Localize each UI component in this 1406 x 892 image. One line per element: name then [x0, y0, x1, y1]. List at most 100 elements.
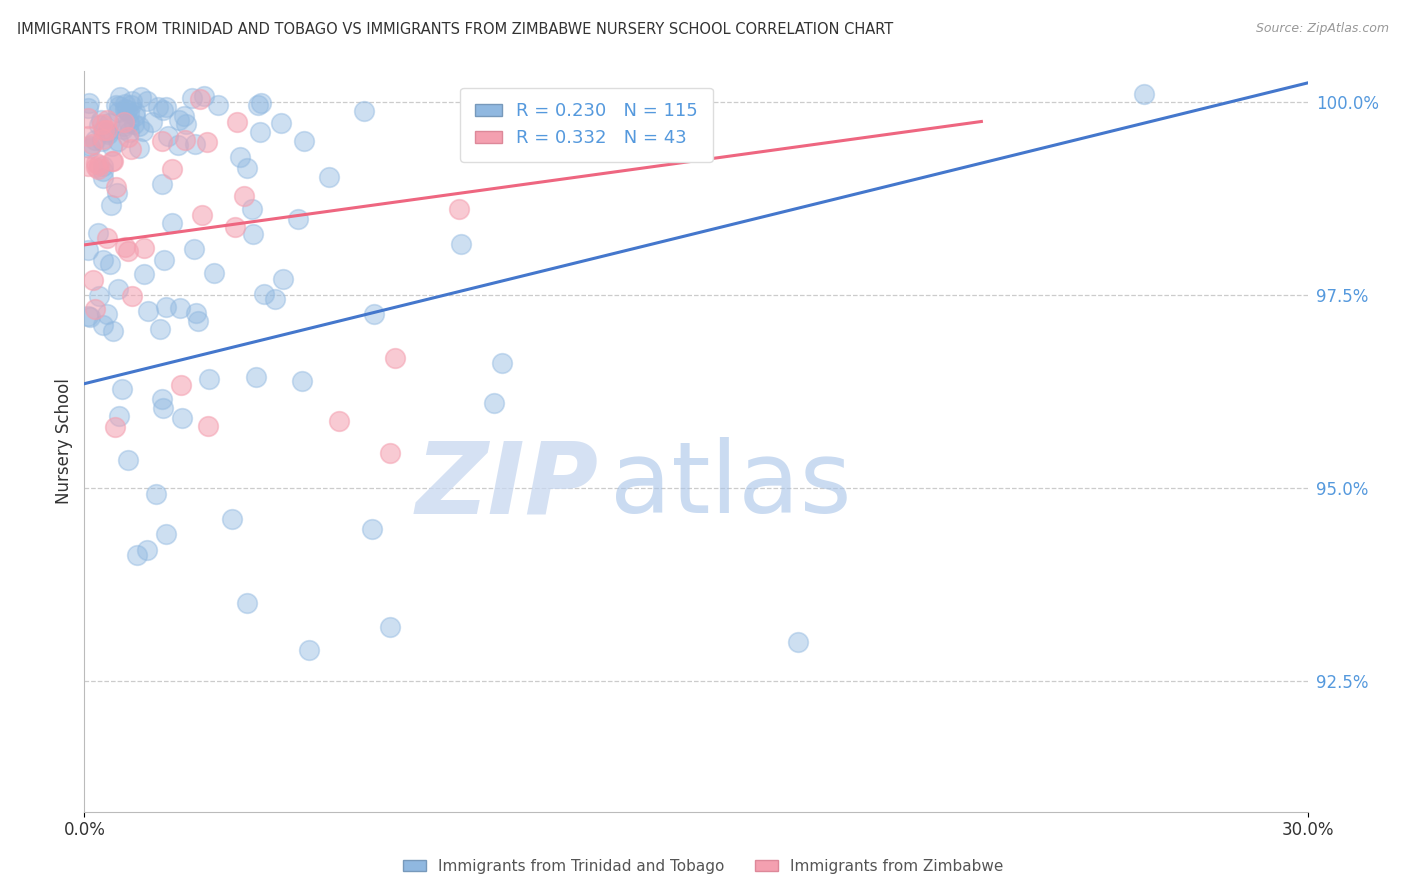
Point	[202, 266, 225, 280]
Point	[169, 301, 191, 315]
Text: Source: ZipAtlas.com: Source: ZipAtlas.com	[1256, 22, 1389, 36]
Legend: R = 0.230   N = 115, R = 0.332   N = 43: R = 0.230 N = 115, R = 0.332 N = 43	[460, 87, 713, 161]
Point	[82, 273, 104, 287]
Point	[91, 252, 114, 267]
Point	[249, 125, 271, 139]
Point	[77, 310, 100, 324]
Point	[145, 487, 167, 501]
Point	[155, 300, 177, 314]
Point	[287, 212, 309, 227]
Point	[153, 252, 176, 267]
Point	[84, 160, 107, 174]
Point	[183, 242, 205, 256]
Point	[221, 511, 243, 525]
Point	[87, 226, 110, 240]
Point	[79, 138, 101, 153]
Point	[173, 109, 195, 123]
Point	[105, 186, 128, 201]
Point	[87, 289, 110, 303]
Point	[263, 292, 285, 306]
Point	[112, 122, 135, 136]
Point	[242, 227, 264, 241]
Point	[121, 288, 143, 302]
Point	[91, 163, 114, 178]
Point	[87, 159, 110, 173]
Point	[115, 103, 138, 118]
Point	[135, 542, 157, 557]
Point	[107, 282, 129, 296]
Point	[187, 314, 209, 328]
Point	[91, 170, 114, 185]
Point	[132, 124, 155, 138]
Point	[87, 119, 110, 133]
Point	[188, 92, 211, 106]
Point	[120, 142, 142, 156]
Point	[229, 150, 252, 164]
Point	[174, 133, 197, 147]
Point	[105, 98, 128, 112]
Point	[100, 198, 122, 212]
Point	[98, 116, 121, 130]
Point	[191, 208, 214, 222]
Point	[152, 401, 174, 415]
Point	[83, 132, 105, 146]
Point	[127, 548, 149, 562]
Point	[271, 272, 294, 286]
Point	[380, 619, 402, 633]
Point	[160, 215, 183, 229]
Point	[141, 115, 163, 129]
Legend: Immigrants from Trinidad and Tobago, Immigrants from Zimbabwe: Immigrants from Trinidad and Tobago, Imm…	[396, 853, 1010, 880]
Point	[117, 116, 139, 130]
Point	[242, 202, 264, 217]
Point	[155, 527, 177, 541]
Point	[96, 113, 118, 128]
Point	[111, 382, 134, 396]
Point	[298, 642, 321, 657]
Point	[180, 91, 202, 105]
Point	[156, 128, 179, 143]
Point	[170, 377, 193, 392]
Point	[226, 115, 249, 129]
Point	[96, 123, 118, 137]
Point	[150, 177, 173, 191]
Point	[198, 372, 221, 386]
Point	[77, 159, 100, 173]
Point	[152, 103, 174, 117]
Point	[112, 119, 135, 133]
Point	[124, 110, 146, 124]
Point	[91, 117, 114, 131]
Point	[77, 111, 100, 125]
Point	[236, 161, 259, 175]
Point	[129, 90, 152, 104]
Point	[195, 135, 218, 149]
Point	[121, 94, 143, 108]
Point	[128, 141, 150, 155]
Point	[482, 396, 505, 410]
Point	[148, 100, 170, 114]
Point	[384, 351, 406, 365]
Point	[380, 446, 402, 460]
Point	[114, 102, 136, 116]
Point	[79, 141, 101, 155]
Point	[318, 169, 340, 184]
Point	[108, 90, 131, 104]
Point	[128, 119, 150, 133]
Point	[112, 115, 135, 129]
Point	[236, 597, 259, 611]
Point	[91, 135, 114, 149]
Point	[90, 113, 112, 128]
Point	[96, 307, 118, 321]
Point	[79, 310, 101, 324]
Point	[291, 374, 314, 388]
Point	[787, 635, 810, 649]
Point	[101, 325, 124, 339]
Point	[134, 241, 156, 255]
Point	[155, 100, 177, 114]
Point	[360, 522, 382, 536]
Point	[117, 130, 139, 145]
Point	[167, 113, 190, 128]
Point	[253, 287, 276, 301]
Point	[96, 231, 118, 245]
Point	[101, 154, 124, 169]
Point	[184, 136, 207, 151]
